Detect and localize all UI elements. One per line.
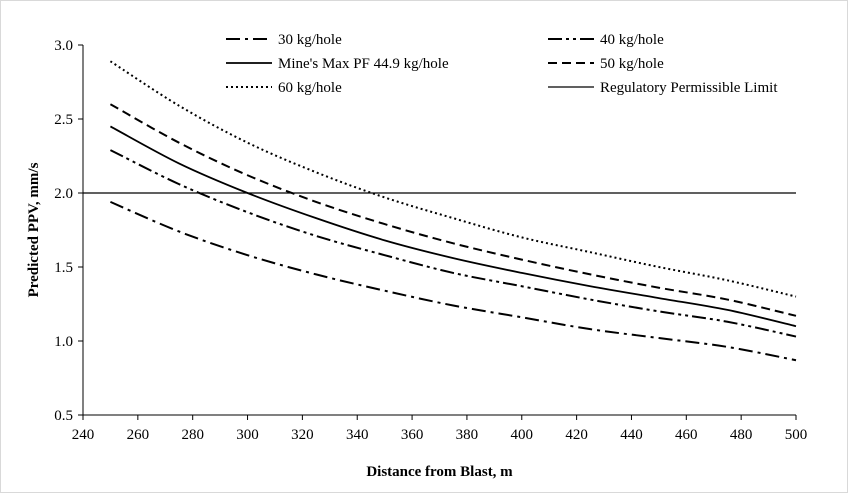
- series-line-3: [109, 125, 797, 328]
- legend-label: Mine's Max PF 44.9 kg/hole: [278, 56, 449, 72]
- x-tick-label: 360: [401, 427, 424, 443]
- x-tick-label: 400: [511, 427, 534, 443]
- y-tick-label: 2.0: [54, 186, 73, 202]
- x-axis-title: Distance from Blast, m: [366, 464, 513, 480]
- x-tick-label: 380: [456, 427, 479, 443]
- x-tick-label: 460: [675, 427, 698, 443]
- series-line-4: [109, 103, 797, 317]
- plot-area: [82, 45, 796, 416]
- y-ticks: 0.5 1.0 1.5 2.0 2.5 3.0: [54, 38, 83, 424]
- legend: 30 kg/hole 40 kg/hole Mine's Max PF 44.9 k…: [226, 32, 778, 96]
- x-tick-label: 260: [127, 427, 150, 443]
- x-tick-label: 500: [785, 427, 808, 443]
- x-ticks: 240 260 280 300 320 340 360 380 400 420 440 460 480 5…: [72, 415, 808, 443]
- legend-label: 50 kg/hole: [600, 56, 664, 72]
- series-line-1: [110, 200, 797, 362]
- legend-label: 40 kg/hole: [600, 32, 664, 48]
- y-tick-label: 1.5: [54, 260, 73, 276]
- legend-label: 30 kg/hole: [278, 32, 342, 48]
- x-tick-label: 420: [565, 427, 588, 443]
- series-line-2: [109, 149, 797, 338]
- legend-label: 60 kg/hole: [278, 80, 342, 96]
- x-tick-label: 440: [620, 427, 643, 443]
- series-layer: [83, 60, 797, 362]
- x-tick-label: 280: [181, 427, 204, 443]
- y-axis-title: Predicted PPV, mm/s: [26, 162, 42, 297]
- x-tick-label: 480: [730, 427, 753, 443]
- y-tick-label: 0.5: [54, 408, 73, 424]
- x-tick-label: 320: [291, 427, 314, 443]
- legend-label: Regulatory Permissible Limit: [600, 80, 778, 96]
- x-tick-label: 340: [346, 427, 369, 443]
- x-tick-label: 240: [72, 427, 95, 443]
- y-tick-label: 1.0: [54, 334, 73, 350]
- y-tick-label: 3.0: [54, 38, 73, 54]
- x-tick-label: 300: [236, 427, 259, 443]
- y-tick-label: 2.5: [54, 112, 73, 128]
